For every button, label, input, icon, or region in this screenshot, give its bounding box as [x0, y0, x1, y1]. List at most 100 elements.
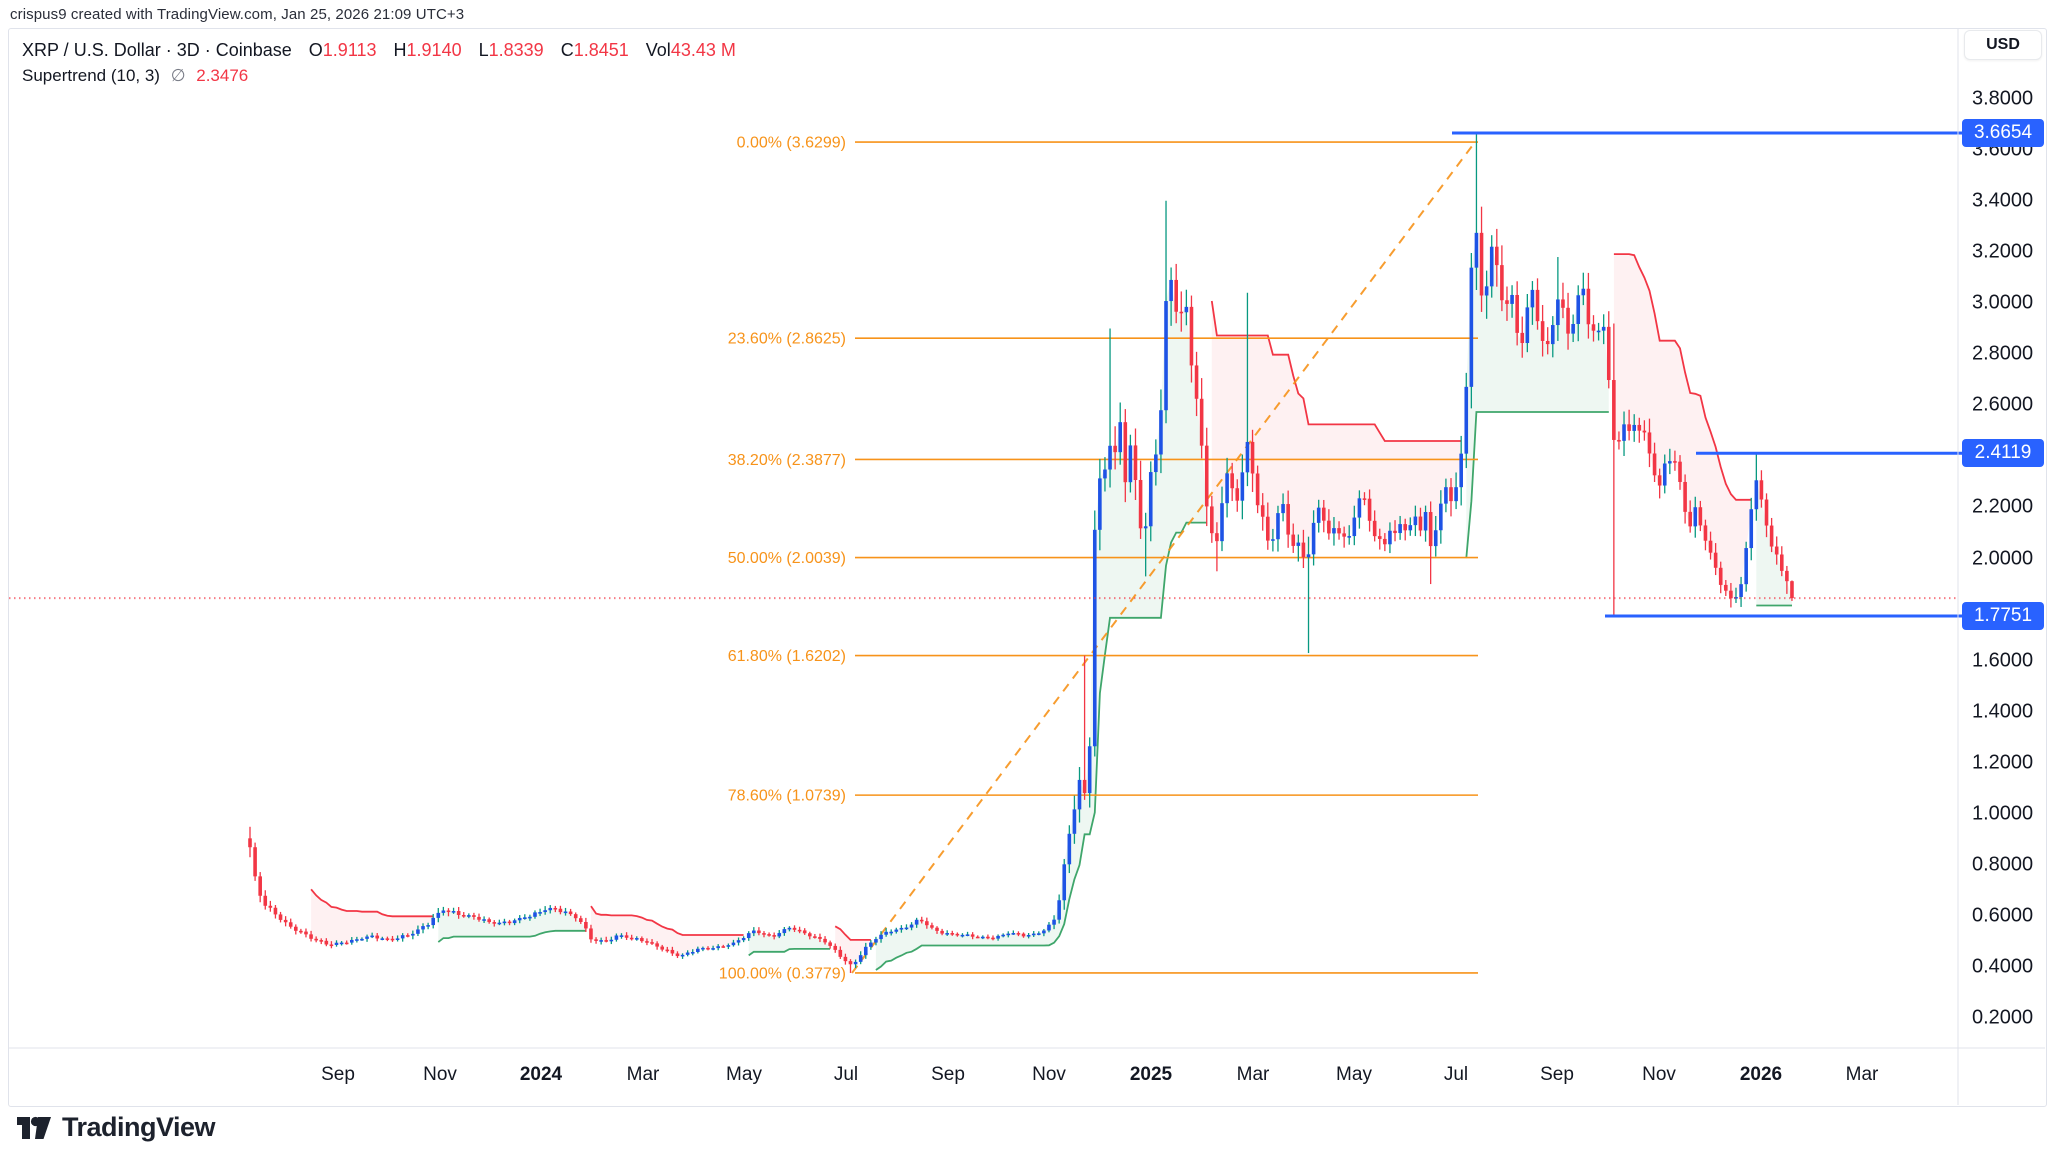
candle-body: [955, 933, 960, 936]
candle-body: [1718, 567, 1723, 585]
candle-body: [1556, 299, 1560, 326]
candle-body: [1174, 279, 1178, 312]
candle-body: [253, 847, 257, 877]
candle-body: [782, 929, 787, 934]
indicator-value: 2.3476: [196, 66, 249, 85]
plot-area: 0.00% (3.6299) 23.60% (2.8625) 38.20% (2.3…: [9, 133, 1958, 982]
supertrend-up-fill: [438, 907, 586, 943]
candle-body: [1408, 525, 1413, 531]
candle-body: [1383, 538, 1387, 545]
candle-body: [1668, 461, 1672, 464]
candle-body: [904, 927, 909, 930]
candle-body: [1652, 453, 1657, 476]
time-axis-month-label: Sep: [1540, 1064, 1574, 1085]
candle-body: [370, 935, 374, 938]
candle-body: [1790, 581, 1794, 599]
candle-body: [360, 938, 364, 941]
tradingview-logo-icon: [17, 1116, 51, 1139]
supertrend-down-line: [834, 925, 871, 941]
supertrend-down-fill: [1613, 254, 1752, 599]
candle-body: [894, 929, 899, 932]
candle-body: [731, 942, 736, 946]
candle-body: [1647, 432, 1652, 454]
candle-body: [1530, 289, 1535, 308]
candle-body: [914, 919, 919, 925]
candle-body: [385, 938, 390, 940]
candle-body: [711, 948, 715, 950]
candle-body: [1327, 520, 1331, 534]
time-axis-month-label: Jul: [833, 1064, 859, 1085]
supertrend-down-fill: [835, 926, 871, 965]
price-tick-label: 2.8000: [1972, 342, 2034, 365]
candle-body: [304, 931, 308, 935]
candle-body: [645, 941, 649, 943]
candle-body: [1734, 596, 1738, 599]
candle-body: [1271, 539, 1275, 541]
candle-body: [1586, 288, 1591, 325]
candle-body: [736, 940, 741, 943]
candle-body: [319, 940, 324, 942]
time-axis-month-label: Jul: [1443, 1064, 1469, 1085]
high-value: 1.9140: [406, 40, 462, 60]
candle-body: [818, 936, 822, 939]
candle-body: [1678, 461, 1682, 482]
candle-body: [299, 930, 303, 933]
candle-body: [665, 949, 670, 952]
supertrend-down-line: [590, 905, 744, 936]
candle-body: [1749, 509, 1754, 549]
candle-body: [1632, 424, 1637, 431]
candle-body: [1729, 590, 1733, 599]
candle-body: [741, 938, 746, 941]
time-axis-month-label: Sep: [931, 1064, 965, 1085]
candle-body: [573, 914, 578, 919]
supertrend-down-line: [1210, 300, 1462, 442]
candle-body: [1316, 507, 1321, 523]
candle-body: [960, 934, 965, 937]
price-tick-label: 3.8000: [1972, 87, 2034, 110]
candle-body: [1520, 332, 1525, 344]
candle-body: [629, 937, 634, 940]
currency-button[interactable]: USD: [1964, 30, 2042, 60]
candle-body: [528, 916, 532, 919]
tradingview-logo[interactable]: TradingView: [16, 1112, 216, 1143]
time-axis-month-label: Nov: [1642, 1064, 1676, 1085]
candle-body: [1713, 552, 1718, 568]
candle-body: [416, 929, 420, 934]
candle-body: [690, 951, 695, 954]
candle-body: [1377, 536, 1382, 539]
candle-body: [1042, 930, 1046, 934]
candle-body: [1108, 445, 1112, 470]
candle-body: [1189, 306, 1194, 366]
candle-body: [1622, 424, 1626, 441]
candle-body: [278, 914, 283, 920]
candle-body: [1072, 809, 1077, 834]
candle-body: [1388, 530, 1392, 545]
indicator-name[interactable]: Supertrend (10, 3): [22, 66, 160, 85]
candle-body: [1240, 472, 1245, 501]
price-tick-label: 1.6000: [1972, 649, 2034, 672]
candle-body: [344, 942, 349, 945]
candle-body: [1347, 536, 1352, 538]
candle-body: [1454, 487, 1458, 502]
symbol-title[interactable]: XRP / U.S. Dollar · 3D · Coinbase: [22, 40, 292, 60]
candle-body: [609, 939, 614, 942]
supertrend-down-line: [310, 888, 434, 918]
candle-body: [650, 942, 654, 944]
chart-legend: XRP / U.S. Dollar · 3D · Coinbase O1.911…: [22, 38, 736, 88]
candle-body: [523, 917, 527, 919]
time-axis-month-label: Sep: [321, 1064, 355, 1085]
candle-body: [1785, 570, 1789, 582]
candle-body: [823, 938, 827, 943]
candle-body: [589, 928, 593, 940]
close-label: C: [560, 40, 574, 60]
candle-body: [802, 930, 807, 934]
price-tick-label: 1.0000: [1972, 802, 2034, 825]
price-tick-label: 0.8000: [1972, 853, 2034, 876]
candle-body: [1092, 529, 1097, 747]
candle-body: [1581, 288, 1586, 296]
candle-body: [533, 912, 537, 917]
candle-body: [1250, 441, 1255, 474]
candle-body: [1332, 528, 1336, 534]
